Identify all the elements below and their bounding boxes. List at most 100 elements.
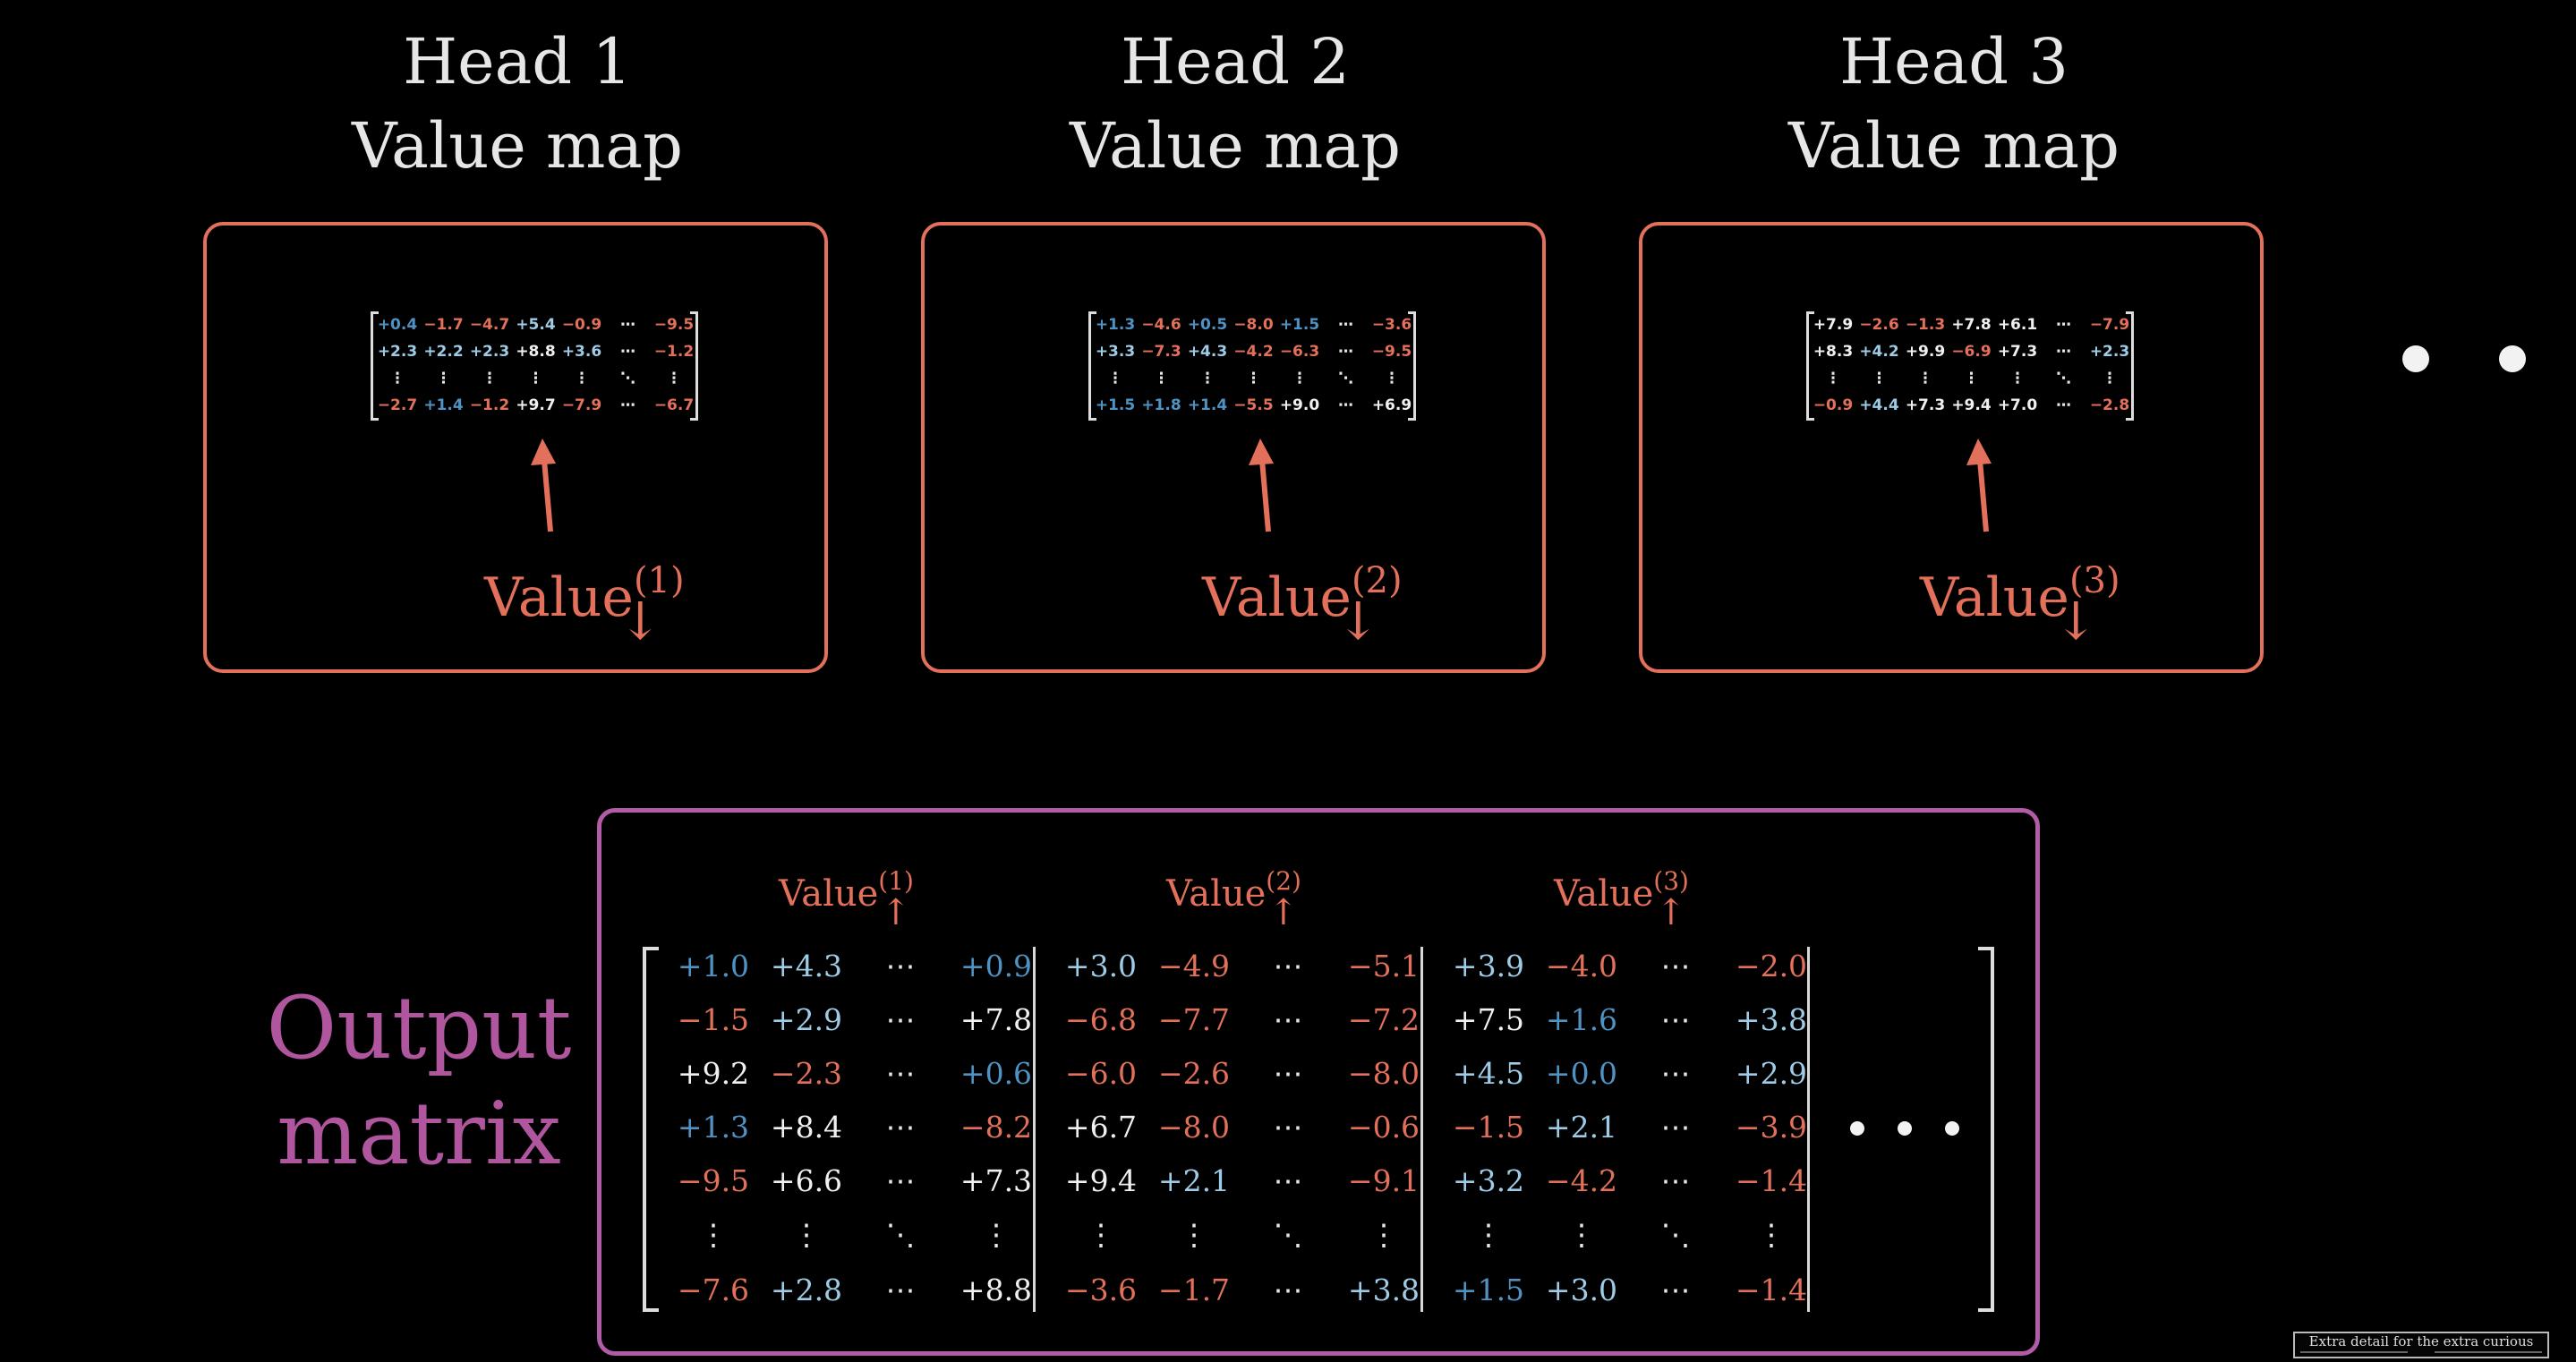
matrix-cell: ⋯ <box>620 396 635 414</box>
output-matrix-cell: +2.9 <box>1735 1056 1808 1091</box>
output-matrix-box <box>597 808 2040 1356</box>
output-matrix-cell: −8.0 <box>1157 1110 1231 1145</box>
output-matrix-cell: −1.5 <box>677 1002 750 1037</box>
matrix-cell: +3.3 <box>1095 343 1136 361</box>
output-column-label: Value(1) <box>779 859 914 916</box>
output-column-label-superscript: (3) <box>1653 866 1689 896</box>
output-title-line2: matrix <box>277 1084 561 1184</box>
head-2-title-line1: Head 2 <box>1121 25 1350 98</box>
output-matrix-cell: −8.2 <box>960 1110 1033 1145</box>
matrix-cell: ⋯ <box>620 316 635 334</box>
output-matrix-cell: −2.3 <box>770 1056 843 1091</box>
output-separator <box>1033 947 1036 1312</box>
output-separator <box>1420 947 1423 1312</box>
matrix-cell: +7.3 <box>1905 396 1946 414</box>
output-matrix-cell: −2.0 <box>1735 949 1808 983</box>
output-matrix-cell: −6.8 <box>1064 1002 1138 1037</box>
matrix-cell: +2.3 <box>377 343 418 361</box>
output-matrix-cell: −4.9 <box>1157 949 1231 983</box>
more-heads-dot <box>2499 345 2526 372</box>
head-3-value-matrix: +7.9 −2.6 −1.3 +7.8 +6.1 ⋯ −7.9 +8.3 +4.2 +9.9 −6.… <box>1806 311 2134 421</box>
matrix-cell: ⋮ <box>528 370 543 387</box>
matrix-bracket <box>2126 311 2134 421</box>
matrix-cell: −4.2 <box>1233 343 1274 361</box>
matrix-cell: ⋮ <box>574 370 590 387</box>
output-matrix-cell: ⋮ <box>1179 1217 1209 1252</box>
output-matrix-cell: +6.6 <box>770 1163 843 1198</box>
output-column-label-superscript: (2) <box>1266 866 1301 896</box>
matrix-cell: −1.2 <box>469 396 510 414</box>
output-matrix-cell: ⋯ <box>1273 1002 1303 1037</box>
output-matrix-cell: ⋮ <box>791 1217 822 1252</box>
output-matrix-cell: −9.1 <box>1347 1163 1420 1198</box>
arrow-up-icon: ↑ <box>1656 892 1686 933</box>
value-label-text: Value <box>484 566 634 629</box>
matrix-bracket <box>1806 311 1814 421</box>
output-matrix-cell: ⋯ <box>1273 1273 1303 1307</box>
output-matrix-cell: ⋯ <box>1660 949 1691 983</box>
matrix-bracket <box>1088 311 1096 421</box>
value-label-superscript: (2) <box>1351 560 1403 601</box>
output-matrix-cell: −2.6 <box>1157 1056 1231 1091</box>
value-label: Value(3) <box>1920 549 2120 629</box>
matrix-cell: +1.5 <box>1279 316 1320 334</box>
head-1-value-matrix: +0.4 −1.7 −4.7 +5.4 −0.9 ⋯ −9.5 +2.3 +2.2 +2.3 +8.… <box>371 311 698 421</box>
more-columns-dot <box>1898 1121 1912 1136</box>
output-matrix-cell: −5.1 <box>1347 949 1420 983</box>
output-matrix-cell: +2.1 <box>1545 1110 1618 1145</box>
output-matrix-cell: +3.8 <box>1735 1002 1808 1037</box>
output-matrix-cell: +3.8 <box>1347 1273 1420 1307</box>
output-matrix-cell: +9.2 <box>677 1056 750 1091</box>
output-matrix-cell: +0.6 <box>960 1056 1033 1091</box>
arrow-up-icon: ↑ <box>881 892 911 933</box>
matrix-cell: +2.3 <box>469 343 510 361</box>
matrix-cell: ⋯ <box>1338 396 1353 414</box>
matrix-cell: +8.3 <box>1813 343 1854 361</box>
output-matrix-cell: ⋯ <box>1273 1163 1303 1198</box>
output-matrix-cell: ⋮ <box>698 1217 729 1252</box>
output-matrix-cell: ⋯ <box>885 1273 916 1307</box>
matrix-cell: ⋮ <box>2102 370 2118 387</box>
value-label: Value(2) <box>1202 549 1403 629</box>
arrow-up-icon: ↑ <box>1268 892 1299 933</box>
matrix-cell: +9.4 <box>1951 396 1992 414</box>
arrow-down-icon: ↓ <box>2054 591 2098 651</box>
output-matrix-cell: +3.0 <box>1545 1273 1618 1307</box>
matrix-cell: +1.8 <box>1141 396 1181 414</box>
matrix-cell: +1.3 <box>1095 316 1136 334</box>
value-label-superscript: (3) <box>2068 560 2120 601</box>
output-matrix-cell: +1.5 <box>1452 1273 1525 1307</box>
output-matrix-cell: +2.8 <box>770 1273 843 1307</box>
output-matrix-cell: +0.0 <box>1545 1056 1618 1091</box>
matrix-cell: −9.5 <box>1371 343 1412 361</box>
matrix-cell: ⋱ <box>1338 370 1353 387</box>
output-matrix-cell: −1.5 <box>1452 1110 1525 1145</box>
matrix-cell: ⋱ <box>2056 370 2071 387</box>
output-column-label: Value(3) <box>1554 859 1689 916</box>
output-matrix-cell: ⋯ <box>885 1163 916 1198</box>
output-matrix-cell: +0.9 <box>960 949 1033 983</box>
matrix-cell: −2.8 <box>2089 396 2130 414</box>
matrix-cell: +2.2 <box>423 343 464 361</box>
matrix-cell: −6.3 <box>1279 343 1320 361</box>
head-2-box: +1.3 −4.6 +0.5 −8.0 +1.5 ⋯ −3.6 +3.3 −7.3 +4.3 −4.… <box>921 222 1546 673</box>
output-matrix-cell: −4.0 <box>1545 949 1618 983</box>
matrix-cell: ⋮ <box>1199 370 1215 387</box>
matrix-cell: −4.7 <box>469 316 510 334</box>
output-matrix-title: Output matrix <box>240 975 598 1187</box>
output-matrix-cell: ⋮ <box>1756 1217 1787 1252</box>
head-1-box: +0.4 −1.7 −4.7 +5.4 −0.9 ⋯ −9.5 +2.3 +2.2 +2.3 +8.… <box>203 222 828 673</box>
matrix-cell: ⋮ <box>1292 370 1308 387</box>
value-label-text: Value <box>1202 566 1352 629</box>
matrix-cell: +3.6 <box>561 343 602 361</box>
output-matrix-cell: −1.4 <box>1735 1163 1808 1198</box>
output-column-label-text: Value <box>1554 873 1654 915</box>
output-matrix-cell: +4.5 <box>1452 1056 1525 1091</box>
matrix-cell: +0.5 <box>1187 316 1228 334</box>
matrix-cell: ⋮ <box>1246 370 1261 387</box>
output-right-bracket <box>1978 947 1994 1312</box>
matrix-cell: −5.5 <box>1233 396 1274 414</box>
output-matrix-cell: −3.9 <box>1735 1110 1808 1145</box>
more-columns-dot <box>1850 1121 1864 1136</box>
matrix-cell: −1.7 <box>423 316 464 334</box>
